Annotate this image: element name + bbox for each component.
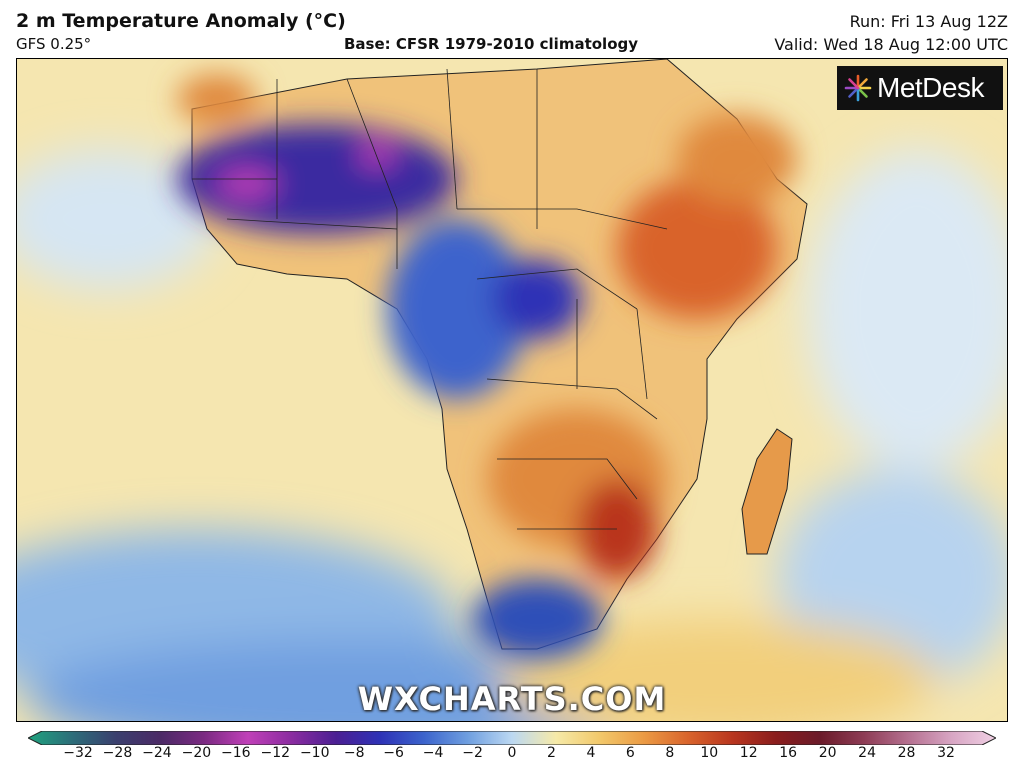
north-atlantic-neutral-region: [17, 149, 217, 289]
colorbar-tick-label: 32: [937, 745, 955, 761]
metdesk-logo: MetDesk: [837, 66, 1003, 110]
run-time-label: Run: Fri 13 Aug 12Z: [849, 12, 1008, 31]
country-borders: [192, 68, 668, 530]
madagascar: [741, 428, 793, 555]
colorbar-tick-label: 16: [779, 745, 798, 761]
central-africa-cold-core: [492, 259, 582, 339]
colorbar-tick-label: −32: [63, 745, 93, 761]
colorbar-tick-label: 4: [586, 745, 596, 761]
colorbar-gradient: [26, 730, 998, 746]
horn-of-africa-warm-anomaly: [617, 179, 777, 319]
logo-text: MetDesk: [877, 72, 984, 103]
model-label: GFS 0.25°: [16, 35, 92, 53]
chart-title: 2 m Temperature Anomaly (°C): [16, 10, 346, 32]
colorbar-tick-label: 6: [625, 745, 635, 761]
south-africa-cold-anomaly: [472, 579, 602, 659]
colorbar-tick-label: −2: [462, 745, 483, 761]
watermark: WXCHARTS.COM: [357, 680, 667, 718]
colorbar-tick-label: −10: [299, 745, 330, 761]
colorbar-tick-label: −24: [142, 745, 172, 761]
congo-basin-cold-anomaly: [387, 219, 527, 399]
colorbar-tick-label: 8: [665, 745, 675, 761]
colorbar-tick-label: 0: [507, 745, 517, 761]
colorbar: [26, 730, 998, 746]
colorbar-tick-label: −20: [181, 745, 212, 761]
colorbar-tick-label: 2: [546, 745, 556, 761]
valid-time-label: Valid: Wed 18 Aug 12:00 UTC: [774, 35, 1008, 54]
mali-extreme-cold-spot: [359, 142, 395, 166]
colorbar-tick-label: −8: [343, 745, 365, 761]
temperature-anomaly-map: [16, 58, 1008, 722]
colorbar-ticks: −32 −28 −24 −20 −16 −12 −10 −8 −6 −4 −2 0 2 4 6 8 10 12 16…: [0, 745, 1024, 769]
colorbar-tick-label: −12: [260, 745, 291, 761]
colorbar-tick-label: 12: [739, 745, 758, 761]
arabian-peninsula-warm-anomaly: [677, 114, 797, 204]
west-africa-extreme-cold-spot: [217, 170, 277, 198]
climatology-base-label: Base: CFSR 1979-2010 climatology: [344, 35, 639, 53]
map-canvas: [17, 59, 1007, 721]
south-indian-warm-region: [497, 619, 937, 721]
colorbar-tick-label: −6: [383, 745, 404, 761]
colorbar-tick-label: −4: [422, 745, 444, 761]
colorbar-tick-label: 10: [700, 745, 719, 761]
colorbar-tick-label: 28: [897, 745, 916, 761]
colorbar-bar: [26, 730, 998, 746]
morocco-warm-anomaly: [177, 74, 257, 124]
arabian-sea-neutral-region: [807, 149, 1007, 469]
colorbar-tick-label: −28: [102, 745, 133, 761]
colorbar-tick-label: 20: [818, 745, 837, 761]
colorbar-tick-label: −16: [221, 745, 251, 761]
colorbar-tick-label: 24: [858, 745, 876, 761]
sunburst-icon: [844, 74, 872, 102]
